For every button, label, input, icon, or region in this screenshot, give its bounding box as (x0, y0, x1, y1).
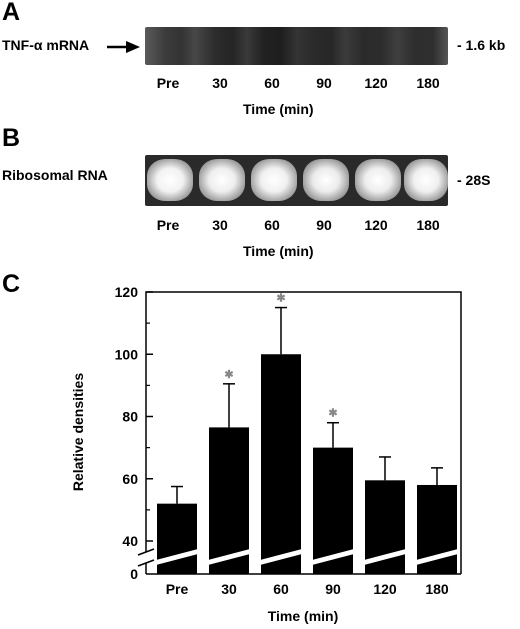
bar (157, 503, 197, 574)
category-label: 120 (373, 581, 397, 597)
significance-marker: ✱ (328, 408, 337, 420)
y-tick-label: 60 (122, 471, 138, 487)
x-axis-label: Time (min) (268, 608, 339, 624)
lane-label: Pre (156, 217, 180, 233)
arrow-right-icon (107, 41, 140, 53)
category-label: Pre (166, 581, 189, 597)
lane-label: 60 (264, 217, 280, 233)
lane-label: Pre (156, 75, 180, 91)
category-label: 90 (325, 581, 341, 597)
y-axis-label: Relative densities (70, 373, 86, 491)
axis-break-mark (137, 548, 155, 556)
ribosomal-rna-label: Ribosomal RNA (2, 167, 108, 183)
plot-frame (145, 291, 462, 574)
lane-label: 30 (212, 217, 228, 233)
bar-break (364, 549, 406, 565)
y-tick-label: 100 (115, 346, 139, 362)
y-tick-label: 120 (115, 284, 139, 300)
lane-label: 120 (364, 75, 388, 91)
axis-break-mark (137, 559, 155, 567)
northern-blot-tnf (145, 27, 448, 65)
significance-marker: ✱ (276, 293, 285, 305)
category-label: 180 (425, 581, 449, 597)
lane-label: 120 (364, 217, 388, 233)
category-label: 30 (221, 581, 237, 597)
bar-break (260, 549, 302, 565)
bar-break (156, 549, 198, 565)
panel-c-letter: C (2, 270, 21, 298)
bar-break (208, 549, 250, 565)
bar (209, 427, 249, 574)
ribosomal-rna-gel (145, 155, 448, 206)
bar-break (312, 549, 354, 565)
panel-b-letter: B (2, 124, 21, 152)
bar (261, 354, 301, 574)
category-label: 60 (273, 581, 289, 597)
y-tick-label: 40 (122, 533, 138, 549)
y-zero-label: 0 (130, 566, 138, 582)
panel-b-xlabel: Time (min) (243, 243, 314, 259)
lane-label: 90 (316, 75, 332, 91)
lane-label: 180 (416, 217, 440, 233)
panel-a-xlabel: Time (min) (243, 101, 314, 117)
lane-label: 60 (264, 75, 280, 91)
lane-label: 180 (416, 75, 440, 91)
significance-marker: ✱ (224, 369, 233, 381)
size-marker-28s: - 28S (457, 172, 491, 188)
lane-label: 90 (316, 217, 332, 233)
tnf-mrna-label: TNF-α mRNA (2, 37, 90, 53)
size-marker-1-6kb: - 1.6 kb (457, 37, 506, 53)
y-tick-label: 80 (122, 409, 138, 425)
panel-a-letter: A (2, 0, 21, 26)
lane-label: 30 (212, 75, 228, 91)
bar-break (416, 549, 458, 565)
